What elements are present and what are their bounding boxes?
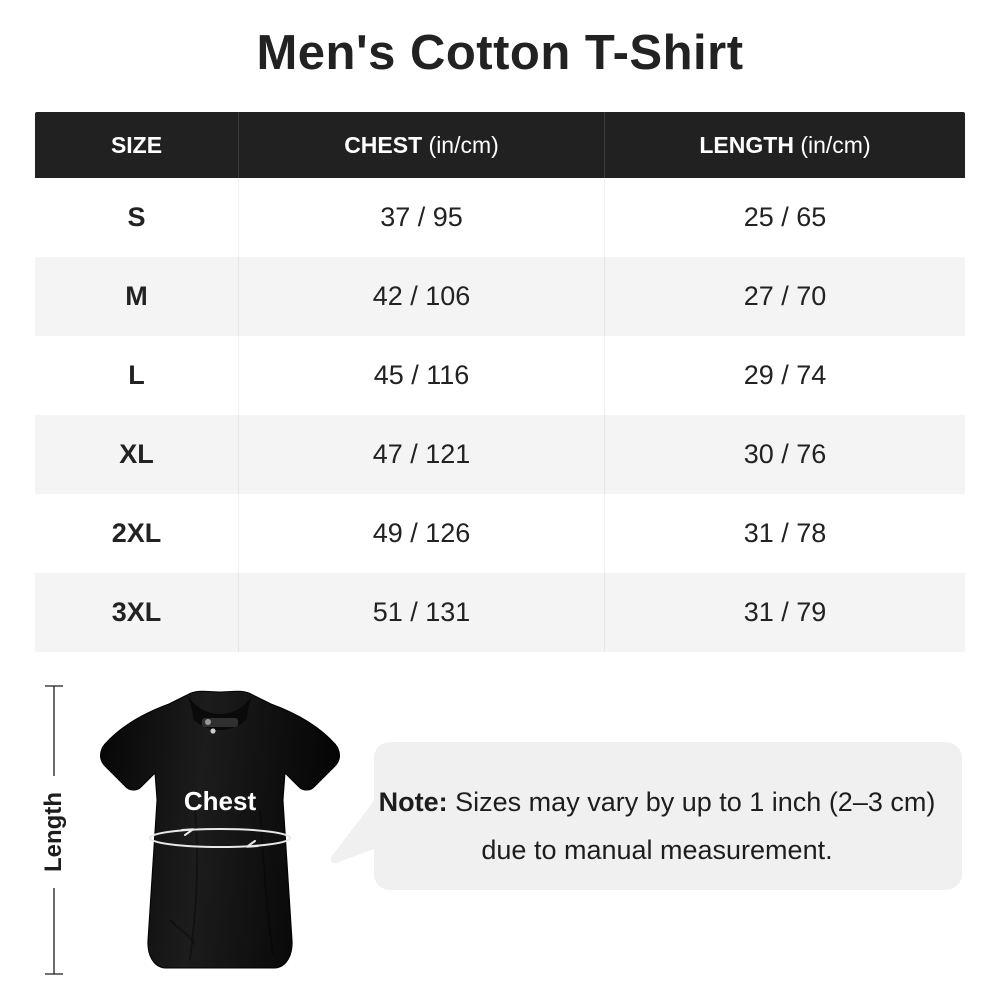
svg-text:Chest: Chest: [184, 786, 257, 816]
